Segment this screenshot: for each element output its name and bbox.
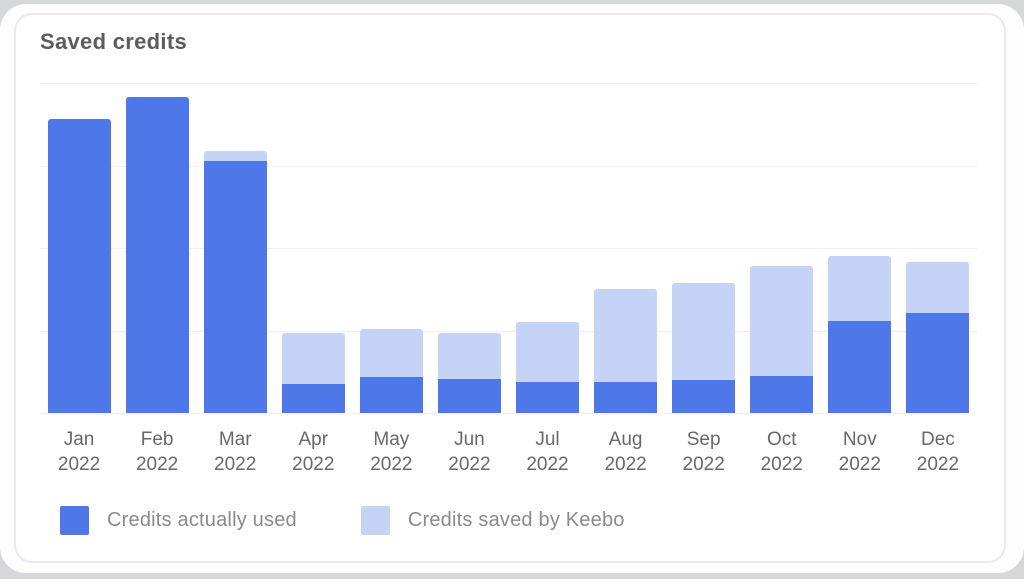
legend-swatch-credits-used <box>60 506 89 535</box>
bar-segment-saved-nov[interactable] <box>828 256 892 321</box>
bar-segment-used-feb[interactable] <box>125 97 189 413</box>
gridline <box>40 413 977 414</box>
gridline <box>40 165 977 167</box>
saved-credits-card: Saved credits Jan 2022 Feb 2022 Mar 2022 Apr 20… <box>14 13 1006 563</box>
gridline <box>40 330 977 332</box>
bar-column-dec <box>899 83 977 413</box>
bar-segment-saved-jul[interactable] <box>516 322 579 382</box>
legend-item-credits-used: Credits actually used <box>60 506 297 535</box>
x-axis-label-feb: Feb 2022 <box>135 429 179 475</box>
bar-segment-used-jun[interactable] <box>437 379 501 413</box>
bar-segment-saved-aug[interactable] <box>594 289 658 382</box>
x-axis-labels: Jan 2022 Feb 2022 Mar 2022 Apr 2022 May 2022 Jun 20… <box>40 427 977 477</box>
x-axis-label-jun: Jun 2022 <box>448 429 491 475</box>
bar-segment-used-oct[interactable] <box>750 375 814 413</box>
bar-segment-used-jan[interactable] <box>47 119 111 413</box>
bar-segment-used-apr[interactable] <box>281 384 345 413</box>
bar-segment-used-dec[interactable] <box>906 313 970 413</box>
bar-column-may <box>352 83 430 413</box>
gridline <box>40 248 977 249</box>
bar-segment-used-mar[interactable] <box>203 161 267 413</box>
bar-column-nov <box>821 83 899 413</box>
bar-chart-plot <box>40 83 977 414</box>
bar-segment-used-jul[interactable] <box>516 381 579 413</box>
bar-segment-saved-apr[interactable] <box>281 332 345 385</box>
bar-column-jul <box>508 83 586 413</box>
bar-column-oct <box>743 83 821 413</box>
x-axis-label-may: May 2022 <box>370 429 413 475</box>
x-axis-label-mar: Mar 2022 <box>214 429 257 475</box>
x-axis-label-apr: Apr 2022 <box>292 429 335 475</box>
bar-segment-saved-jun[interactable] <box>437 333 501 380</box>
x-axis-label-jan: Jan 2022 <box>57 429 101 475</box>
x-axis-label-jul: Jul 2022 <box>526 429 569 475</box>
x-axis-label-sep: Sep 2022 <box>682 429 725 475</box>
bar-segment-used-sep[interactable] <box>672 380 736 413</box>
x-axis-label-aug: Aug 2022 <box>604 429 647 475</box>
legend-swatch-credits-saved <box>360 506 390 535</box>
bar-column-aug <box>587 83 665 413</box>
bar-segment-saved-may[interactable] <box>359 328 423 377</box>
bar-column-jan <box>40 83 118 413</box>
bar-column-apr <box>274 83 352 413</box>
bar-segment-saved-oct[interactable] <box>750 266 814 376</box>
bar-segment-used-nov[interactable] <box>828 320 892 413</box>
bar-column-sep <box>665 83 743 413</box>
bar-segment-saved-dec[interactable] <box>906 262 970 314</box>
bar-column-mar <box>196 83 274 413</box>
chart-legend: Credits actually used Credits saved by K… <box>60 506 625 535</box>
bars-row <box>40 83 977 413</box>
bar-column-feb <box>118 83 196 413</box>
bar-column-jun <box>430 83 508 413</box>
x-axis-label-dec: Dec 2022 <box>916 429 960 475</box>
bar-segment-saved-sep[interactable] <box>672 282 736 380</box>
chart-title: Saved credits <box>40 29 187 54</box>
legend-label-credits-saved: Credits saved by Keebo <box>407 509 625 531</box>
legend-item-credits-saved: Credits saved by Keebo <box>360 506 625 535</box>
bar-segment-saved-mar[interactable] <box>203 150 267 162</box>
legend-label-credits-used: Credits actually used <box>107 509 297 531</box>
x-axis-label-nov: Nov 2022 <box>838 429 881 475</box>
content-panel: Saved credits Jan 2022 Feb 2022 Mar 2022 Apr 20… <box>0 4 1024 573</box>
bar-segment-used-may[interactable] <box>359 376 423 413</box>
bar-segment-used-aug[interactable] <box>594 381 658 413</box>
x-axis-label-oct: Oct 2022 <box>760 429 803 475</box>
gridline <box>40 83 977 84</box>
